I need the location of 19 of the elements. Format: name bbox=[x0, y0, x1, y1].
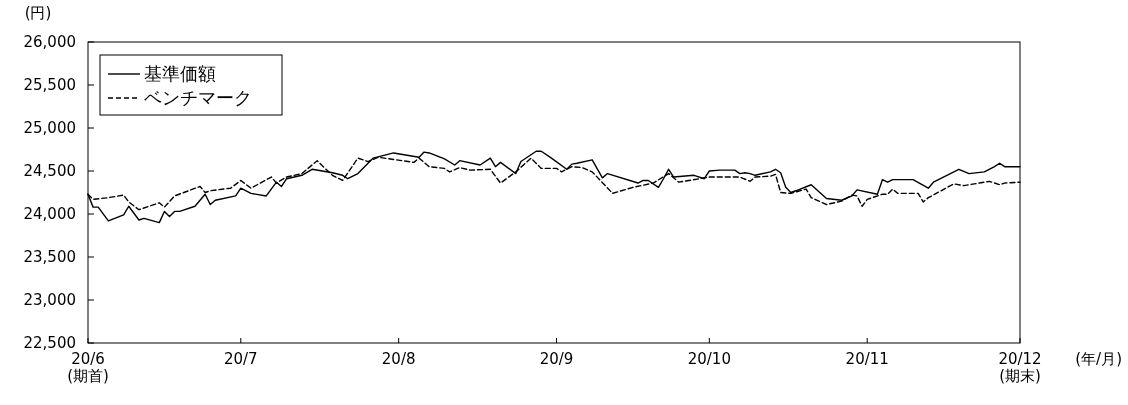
y-tick-label: 24,500 bbox=[23, 162, 76, 180]
x-tick-label: 20/6 (期首) bbox=[67, 350, 109, 386]
x-tick-label: 20/9 bbox=[539, 350, 574, 368]
x-tick-label: 20/12 (期末) bbox=[998, 350, 1042, 386]
y-tick-label: 22,500 bbox=[23, 334, 76, 352]
legend-label: ベンチマーク bbox=[144, 87, 252, 108]
x-tick-label: 20/11 bbox=[845, 350, 889, 368]
y-tick-label: 23,500 bbox=[23, 248, 76, 266]
x-tick-label: 20/7 bbox=[223, 350, 258, 368]
x-tick-label: 20/8 bbox=[381, 350, 416, 368]
legend-label: 基準価額 bbox=[144, 63, 216, 84]
y-tick-label: 23,000 bbox=[23, 291, 76, 309]
y-tick-label: 25,500 bbox=[23, 76, 76, 94]
y-tick-label: 24,000 bbox=[23, 205, 76, 223]
y-axis-title: (円) bbox=[24, 4, 52, 22]
y-tick-label: 26,000 bbox=[23, 33, 76, 51]
x-axis-title: (年/月) bbox=[1075, 350, 1122, 368]
y-tick-label: 25,000 bbox=[23, 119, 76, 137]
x-tick-label: 20/10 bbox=[687, 350, 731, 368]
